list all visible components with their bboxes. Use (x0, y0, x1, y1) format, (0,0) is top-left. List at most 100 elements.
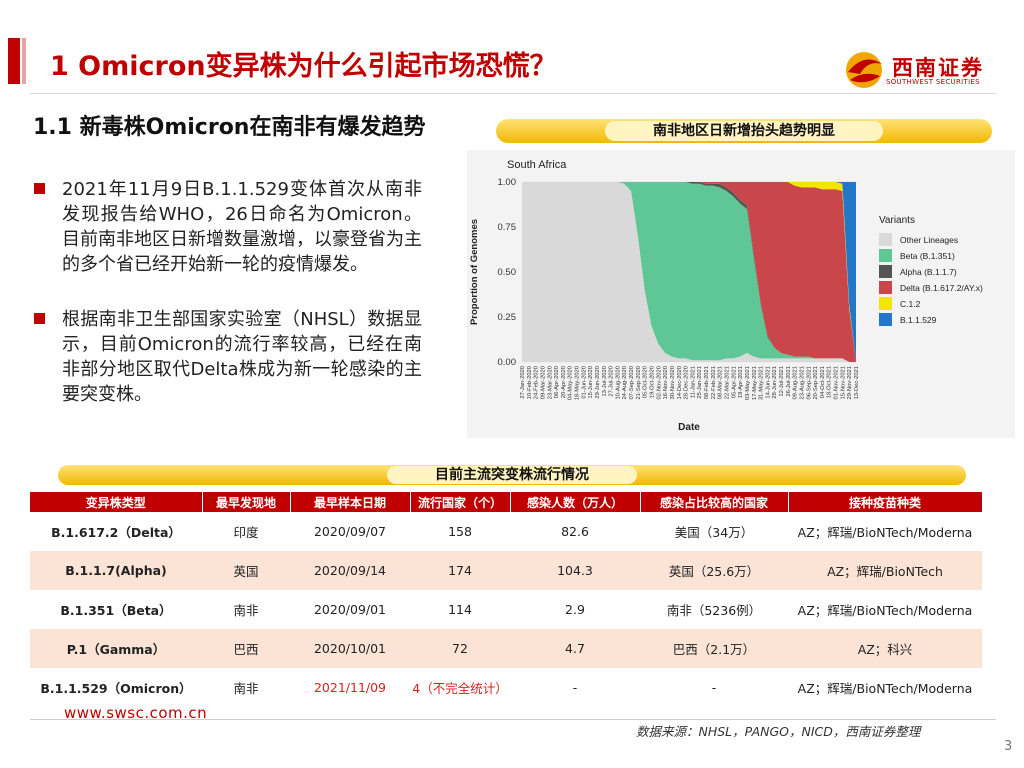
table-cell: 南非（5236例） (666, 603, 762, 618)
x-tick-label: 31-May-2021 (759, 366, 765, 400)
table-cell: 美国（34万） (674, 525, 754, 540)
table-row: B.1.617.2（Delta） 印度 2020/09/07 158 82.6 … (30, 512, 982, 551)
legend-label: Beta (B.1.351) (900, 251, 955, 261)
table-cell: 2.9 (565, 602, 585, 617)
table-header-cell: 感染人数（万人） (510, 492, 641, 512)
x-tick-label: 15-Nov-2021 (840, 366, 846, 400)
table-cell: 4（不完全统计） (412, 681, 508, 696)
table-header-cell: 流行国家（个） (410, 492, 511, 512)
x-tick-label: 04-Oct-2021 (820, 366, 826, 398)
table-cell: 巴西 (202, 629, 290, 668)
x-tick-label: 11-Jan-2021 (690, 366, 696, 398)
table-cell: 南非 (233, 603, 259, 618)
table-cell: 174 (410, 551, 510, 590)
table-cell: P.1（Gamma） (30, 629, 202, 668)
legend-swatch (879, 233, 892, 246)
table-cell: B.1.1.7(Alpha) (30, 551, 202, 590)
x-tick-label: 10-Feb-2020 (527, 366, 533, 399)
x-tick-label: 19-Oct-2020 (650, 366, 656, 398)
table-row: B.1.1.529（Omicron） 南非 2021/11/09 4（不完全统计… (30, 668, 982, 707)
legend-label: C.1.2 (900, 299, 921, 309)
table-header-cell: 最早样本日期 (290, 492, 411, 512)
x-tick-label: 18-Oct-2021 (827, 366, 833, 398)
legend-swatch (879, 265, 892, 278)
table-row: B.1.351（Beta） 南非 2020/09/01 114 2.9 南非（5… (30, 590, 982, 629)
table-header-cell: 接种疫苗种类 (788, 492, 983, 512)
area-series-0 (522, 182, 856, 362)
x-tick-label: 12-Jul-2021 (779, 366, 785, 397)
legend-swatch (879, 249, 892, 262)
y-tick-label: 0.25 (498, 312, 517, 323)
x-tick-label: 08-Feb-2021 (704, 366, 710, 399)
table-cell: 南非 (233, 681, 259, 696)
x-tick-label: 19-Apr-2021 (738, 366, 744, 398)
table-cell: B.1.351（Beta） (60, 603, 172, 618)
table-header-cell: 变异株类型 (30, 492, 203, 512)
x-tick-label: 22-Feb-2021 (711, 366, 717, 399)
x-tick-label: 21-Sep-2020 (636, 366, 642, 400)
variant-chart-panel: South Africa 0.00 0.25 0.50 0.75 1.00 Proporti… (467, 150, 1015, 438)
x-tick-label: 18-May-2020 (575, 366, 581, 400)
table-cell: 巴西（2.1万） (640, 629, 788, 668)
table-cell: B.1.617.2（Delta） (51, 525, 181, 540)
x-tick-label: 23-Mar-2020 (547, 366, 553, 399)
table-cell: AZ；科兴 (788, 629, 982, 668)
x-tick-label: 03-May-2021 (745, 366, 751, 400)
bullet-text: 2021年11月9日B.1.1.529变体首次从南非发现报告给WHO，26日命名… (62, 179, 422, 275)
x-tick-label: 05-Apr-2021 (731, 366, 737, 398)
data-source-note: 数据来源：NHSL，PANGO，NICD，西南证券整理 (636, 724, 921, 739)
website-url: www.swsc.com.cn (64, 704, 208, 722)
table-cell: 2021/11/09 (313, 680, 387, 695)
x-tick-label: 26-Jul-2021 (786, 366, 792, 397)
x-tick-label: 14-Jun-2021 (765, 366, 771, 399)
x-tick-label: 20-Sep-2021 (813, 366, 819, 400)
x-tick-label: 07-Sep-2020 (629, 366, 635, 400)
legend-swatch (879, 297, 892, 310)
y-tick-label: 0.75 (498, 222, 517, 233)
table-cell: AZ；辉瑞/BioNTech/Moderna (797, 681, 973, 696)
header-accent-bar (8, 38, 20, 84)
legend-label: Other Lineages (900, 235, 958, 245)
header-divider (30, 93, 996, 94)
x-tick-label: 10-Aug-2020 (615, 366, 621, 400)
x-tick-label: 17-May-2021 (752, 366, 758, 400)
x-tick-label: 01-Nov-2021 (834, 366, 840, 400)
table-cell: - (572, 680, 578, 695)
table-cell: AZ；辉瑞/BioNTech (788, 551, 982, 590)
variant-proportion-chart: South Africa 0.00 0.25 0.50 0.75 1.00 Proporti… (469, 159, 983, 433)
x-tick-label: 15-Jun-2020 (588, 366, 594, 399)
table-banner: 目前主流突变株流行情况 (58, 465, 966, 485)
x-tick-label: 04-May-2020 (568, 366, 574, 400)
x-tick-label: 09-Mar-2020 (540, 366, 546, 399)
x-tick-label: 06-Sep-2021 (806, 366, 812, 400)
table-header-row: 变异株类型 最早发现地 最早样本日期 流行国家（个） 感染人数（万人） 感染占比… (30, 492, 983, 512)
table-cell: 158 (448, 524, 472, 539)
x-tick-label: 25-Jan-2021 (697, 366, 703, 399)
x-tick-label: 05-Oct-2020 (643, 366, 649, 398)
chart-title: South Africa (507, 159, 567, 171)
area-series-3 (522, 182, 856, 362)
footer-divider (30, 719, 996, 720)
table-cell: 114 (448, 602, 472, 617)
bullet-text: 根据南非卫生部国家实验室（NHSL）数据显示，目前Omicron的流行率较高，已… (62, 309, 422, 405)
page-title: 1 Omicron变异株为什么引起市场恐慌？ (50, 51, 557, 82)
table-header-cell: 感染占比较高的国家 (640, 492, 789, 512)
legend-swatch (879, 313, 892, 326)
area-series-1 (522, 182, 856, 362)
y-tick-label: 0.50 (498, 267, 517, 278)
table-cell: 104.3 (510, 551, 640, 590)
table-row: P.1（Gamma） 巴西 2020/10/01 72 4.7 巴西（2.1万）… (30, 629, 982, 668)
x-tick-label: 27-Jan-2020 (520, 366, 526, 399)
x-tick-label: 20-Apr-2020 (561, 366, 567, 398)
bullet-marker (34, 313, 45, 324)
x-tick-label: 24-Feb-2020 (534, 366, 540, 399)
x-tick-label: 02-Nov-2020 (656, 366, 662, 400)
x-tick-label: 28-Jun-2021 (772, 366, 778, 399)
table-cell: 2020/09/14 (290, 551, 410, 590)
legend-swatch (879, 281, 892, 294)
table-cell: 英国 (202, 551, 290, 590)
table-cell: 2020/09/01 (313, 602, 387, 617)
table-cell: AZ；辉瑞/BioNTech/Moderna (797, 603, 973, 618)
x-tick-label: 06-Apr-2020 (554, 366, 560, 398)
table-cell: 82.6 (561, 524, 589, 539)
